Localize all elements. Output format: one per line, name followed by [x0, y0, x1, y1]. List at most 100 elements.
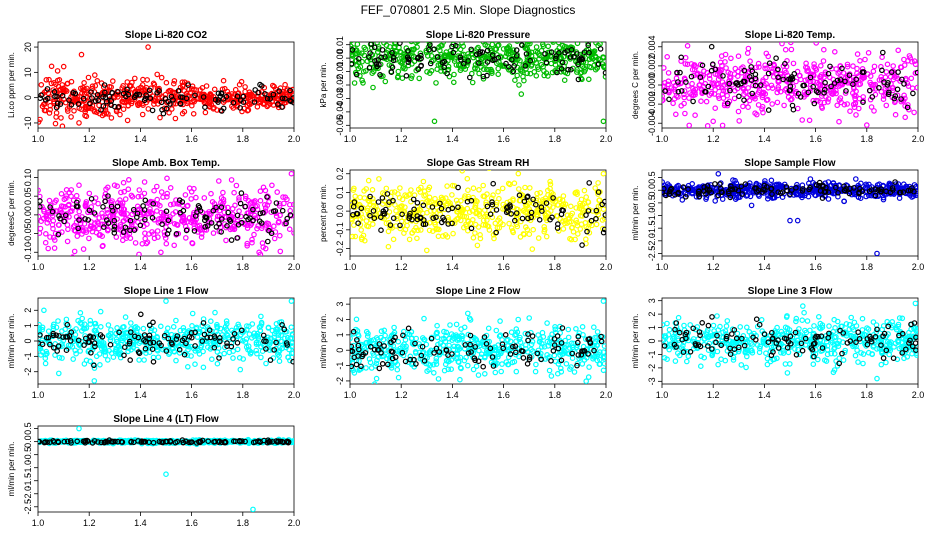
data-point: [854, 51, 861, 57]
data-point: [472, 230, 478, 236]
panel: Slope Amb. Box Temp.1.0 1.2 1.4 1.6 1.8 2.0-0…: [7, 158, 300, 272]
data-point: [540, 63, 546, 70]
data-point: [735, 53, 742, 60]
data-point: [59, 355, 65, 361]
y-tick-label: 10: [23, 67, 33, 77]
data-point: [761, 82, 767, 89]
data-point: [113, 330, 119, 337]
data-point: [547, 181, 554, 188]
reference-point: [61, 218, 67, 225]
data-point: [385, 243, 392, 250]
reference-point: [367, 193, 373, 200]
reference-point: [602, 198, 606, 205]
data-point: [585, 199, 591, 205]
data-point: [440, 42, 447, 45]
reference-point: [433, 214, 439, 221]
data-point: [363, 365, 369, 371]
data-point: [289, 340, 294, 346]
data-point: [143, 240, 150, 247]
data-point: [210, 260, 214, 264]
data-point: [266, 341, 273, 348]
data-point: [445, 366, 452, 373]
reference-point: [846, 190, 853, 197]
data-point: [875, 192, 881, 199]
reference-point: [263, 346, 269, 352]
reference-point: [102, 198, 108, 205]
data-point: [80, 85, 86, 91]
x-tick-label: 1.2: [83, 262, 96, 272]
data-point: [55, 318, 61, 324]
data-point: [510, 197, 516, 204]
x-tick-label: 1.0: [344, 262, 357, 272]
data-point: [497, 21, 501, 25]
x-tick-label: 1.4: [446, 390, 459, 400]
data-point: [76, 120, 82, 126]
data-point: [141, 357, 147, 363]
reference-point: [860, 99, 866, 106]
reference-point: [275, 101, 281, 107]
data-point: [411, 341, 417, 348]
data-point: [844, 61, 851, 68]
data-point: [438, 194, 445, 201]
data-point: [520, 73, 526, 80]
data-point: [480, 76, 487, 82]
reference-point: [279, 104, 285, 110]
reference-point: [889, 185, 896, 191]
data-point: [537, 190, 544, 196]
data-point: [363, 186, 370, 192]
data-point: [771, 62, 778, 68]
y-tick-label: -2.5: [647, 246, 657, 262]
data-point: [249, 100, 255, 106]
reference-point: [487, 211, 494, 218]
reference-point: [158, 99, 165, 106]
data-point: [274, 189, 281, 195]
data-point: [358, 35, 362, 39]
data-point: [105, 357, 111, 363]
reference-point: [390, 54, 397, 61]
data-point: [59, 229, 65, 235]
reference-point: [579, 242, 585, 248]
reference-point: [832, 184, 839, 191]
data-point: [138, 84, 144, 91]
data-point: [43, 348, 50, 355]
data-point: [176, 350, 183, 356]
reference-point: [434, 54, 441, 60]
reference-point: [662, 88, 669, 94]
reference-point: [403, 73, 410, 79]
data-point: [357, 73, 363, 79]
reference-point: [822, 188, 829, 195]
reference-point: [60, 334, 66, 340]
reference-point: [518, 42, 525, 48]
reference-point: [147, 340, 154, 346]
data-point: [188, 353, 194, 359]
data-point: [269, 82, 276, 89]
data-point: [254, 203, 260, 209]
reference-point: [675, 88, 682, 95]
reference-point: [376, 61, 382, 68]
data-point: [477, 232, 483, 238]
data-point: [200, 348, 206, 355]
data-point: [209, 199, 216, 205]
data-point: [385, 47, 391, 54]
reference-point: [111, 217, 118, 224]
data-point: [665, 70, 672, 76]
reference-point: [138, 311, 144, 318]
data-point: [352, 193, 359, 200]
data-point: [212, 342, 219, 348]
data-point: [447, 200, 453, 207]
x-tick-label: 1.0: [32, 262, 45, 272]
reference-point: [66, 97, 72, 103]
data-point: [582, 236, 589, 243]
y-tick-label: 1: [23, 323, 33, 328]
data-point: [464, 175, 471, 182]
reference-point: [267, 96, 274, 102]
reference-point: [765, 107, 772, 113]
reference-point: [709, 61, 716, 67]
data-point: [154, 71, 161, 78]
data-point: [497, 219, 504, 226]
data-point: [246, 100, 253, 107]
data-point: [689, 80, 695, 87]
data-point: [77, 320, 84, 326]
reference-point: [468, 46, 475, 53]
data-point: [102, 352, 109, 359]
